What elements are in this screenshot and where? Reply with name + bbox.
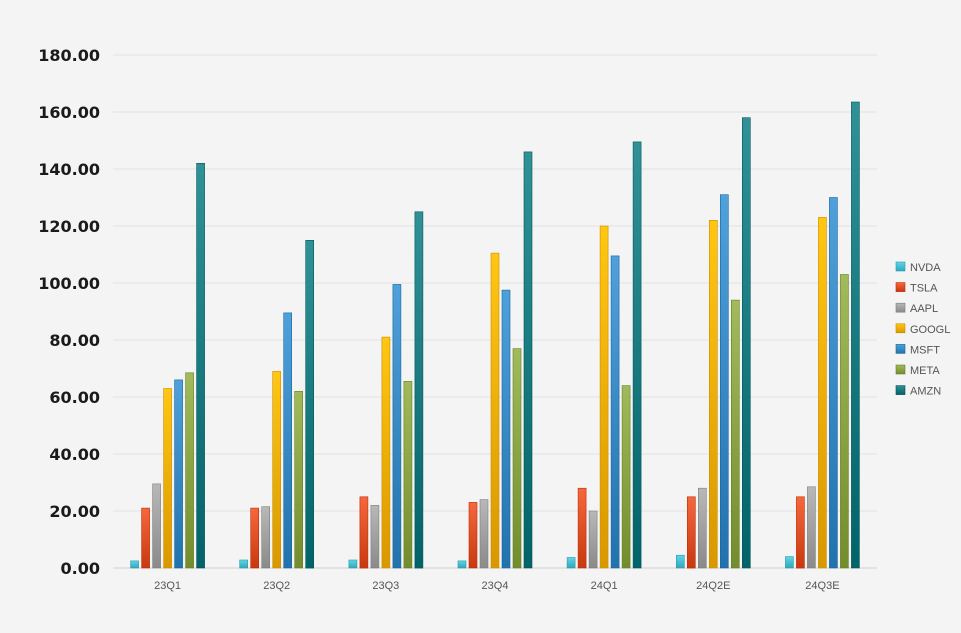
legend-swatch-googl — [895, 323, 906, 334]
y-tick-label: 160.00 — [38, 103, 100, 122]
bar-nvda-24q1 — [566, 557, 576, 569]
bar-tsla-23q2 — [250, 507, 259, 569]
bar-meta-23q4 — [512, 348, 522, 569]
y-tick-label: 60.00 — [49, 388, 100, 407]
y-tick-label: 20.00 — [49, 502, 100, 521]
x-tick-label: 23Q4 — [482, 580, 509, 592]
y-tick-label: 80.00 — [49, 331, 100, 350]
bar-tsla-24q2e — [686, 496, 696, 569]
bar-aapl-24q1 — [588, 510, 598, 569]
legend-label-amzn: AMZN — [910, 386, 941, 398]
bar-tsla-24q3e — [796, 496, 805, 569]
x-tick-label: 24Q3E — [805, 580, 839, 592]
x-axis-ticks: 23Q1 23Q2 23Q3 23Q4 24Q1 24Q2E 24Q3E — [154, 580, 839, 592]
x-tick-label: 24Q1 — [591, 580, 618, 592]
bar-googl-24q2e — [708, 220, 718, 569]
y-tick-label: 40.00 — [49, 445, 100, 464]
legend: NVDA TSLA AAPL GOOGL MSFT META AMZN — [895, 261, 950, 398]
bar-msft-24q2e — [719, 194, 729, 569]
x-tick-label: 23Q2 — [263, 580, 290, 592]
bar-amzn-24q2e — [741, 117, 751, 569]
bars — [130, 101, 860, 569]
legend-label-tsla: TSLA — [910, 283, 938, 295]
legend-label-nvda: NVDA — [910, 262, 941, 274]
y-tick-label: 100.00 — [38, 274, 100, 293]
legend-swatch-nvda — [895, 261, 906, 272]
bar-aapl-23q4 — [479, 499, 489, 569]
bar-msft-24q3e — [829, 197, 838, 569]
bar-amzn-23q2 — [305, 240, 315, 569]
bar-aapl-23q3 — [370, 504, 380, 569]
bar-msft-23q4 — [501, 289, 511, 569]
bar-amzn-23q1 — [196, 163, 205, 569]
bar-meta-24q3e — [840, 274, 849, 569]
bar-meta-23q1 — [185, 372, 194, 569]
x-tick-label: 23Q1 — [154, 580, 181, 592]
bar-tsla-23q1 — [141, 507, 150, 569]
bar-meta-24q2e — [730, 299, 740, 569]
legend-swatch-tsla — [895, 282, 906, 292]
legend-swatch-meta — [895, 364, 906, 375]
bar-meta-23q2 — [294, 390, 304, 569]
x-tick-label: 23Q3 — [372, 580, 399, 592]
bar-msft-24q1 — [610, 255, 620, 569]
bar-nvda-23q4 — [457, 560, 467, 569]
bar-meta-23q3 — [403, 380, 413, 569]
legend-swatch-aapl — [895, 302, 906, 313]
y-axis-ticks: 0.00 20.00 40.00 60.00 80.00 100.00 120.00 140.… — [38, 46, 100, 578]
legend-label-meta: META — [910, 365, 940, 377]
bar-googl-24q3e — [818, 217, 827, 569]
bar-googl-23q3 — [381, 336, 391, 569]
y-tick-label: 120.00 — [38, 217, 100, 236]
bar-nvda-23q2 — [239, 559, 248, 569]
bar-amzn-23q4 — [523, 151, 533, 569]
legend-swatch-amzn — [895, 385, 906, 395]
legend-swatch-msft — [895, 344, 906, 354]
bar-tsla-24q1 — [577, 487, 587, 569]
bar-msft-23q1 — [174, 379, 183, 569]
bar-googl-24q1 — [599, 225, 609, 569]
bar-aapl-24q3e — [807, 486, 816, 569]
bar-googl-23q2 — [272, 371, 282, 569]
bar-meta-24q1 — [621, 385, 631, 569]
x-tick-label: 24Q2E — [696, 580, 730, 592]
bar-nvda-24q3e — [785, 556, 794, 569]
bar-msft-23q2 — [283, 312, 293, 569]
bar-nvda-23q3 — [348, 559, 358, 569]
legend-label-msft: MSFT — [910, 344, 940, 356]
bar-aapl-23q1 — [152, 483, 161, 569]
bar-amzn-23q3 — [414, 211, 424, 569]
y-tick-label: 180.00 — [38, 46, 100, 65]
legend-label-googl: GOOGL — [910, 324, 950, 336]
bar-tsla-23q3 — [359, 496, 369, 569]
bar-googl-23q4 — [490, 252, 500, 569]
y-tick-label: 0.00 — [61, 559, 100, 578]
bar-aapl-24q2e — [697, 487, 707, 569]
bar-amzn-24q3e — [851, 101, 860, 569]
legend-label-aapl: AAPL — [910, 303, 938, 315]
bar-tsla-23q4 — [468, 502, 478, 569]
bar-googl-23q1 — [163, 388, 172, 569]
bar-msft-23q3 — [392, 284, 402, 569]
y-tick-label: 140.00 — [38, 160, 100, 179]
bar-aapl-23q2 — [261, 506, 271, 569]
bar-amzn-24q1 — [632, 141, 642, 569]
bar-nvda-24q2e — [675, 554, 685, 569]
bar-nvda-23q1 — [130, 560, 139, 569]
